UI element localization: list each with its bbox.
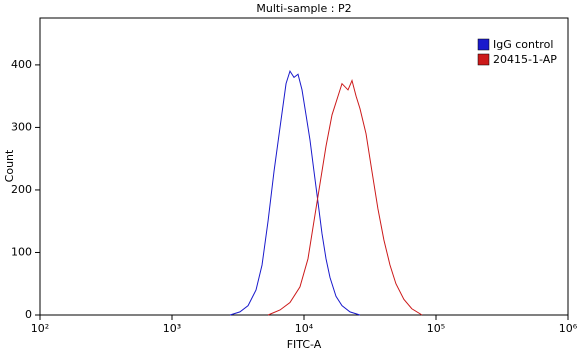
x-tick-label: 10⁴ (295, 322, 314, 335)
y-tick-label: 0 (25, 308, 32, 321)
y-tick-label: 300 (11, 120, 32, 133)
legend-label: IgG control (493, 38, 553, 51)
legend-label: 20415-1-AP (493, 53, 557, 66)
y-tick-label: 100 (11, 245, 32, 258)
y-tick-label: 200 (11, 183, 32, 196)
y-axis-label: Count (3, 149, 16, 182)
y-tick-label: 400 (11, 58, 32, 71)
legend-swatch (477, 53, 490, 66)
x-tick-label: 10² (31, 322, 49, 335)
x-tick-label: 10⁶ (559, 322, 578, 335)
x-tick-label: 10⁵ (427, 322, 445, 335)
histogram-line (229, 69, 361, 316)
legend-swatch (477, 38, 490, 51)
x-axis-label: FITC-A (287, 338, 322, 351)
histogram-line (267, 78, 423, 316)
chart-title: Multi-sample : P2 (256, 2, 351, 15)
x-tick-label: 10³ (163, 322, 181, 335)
